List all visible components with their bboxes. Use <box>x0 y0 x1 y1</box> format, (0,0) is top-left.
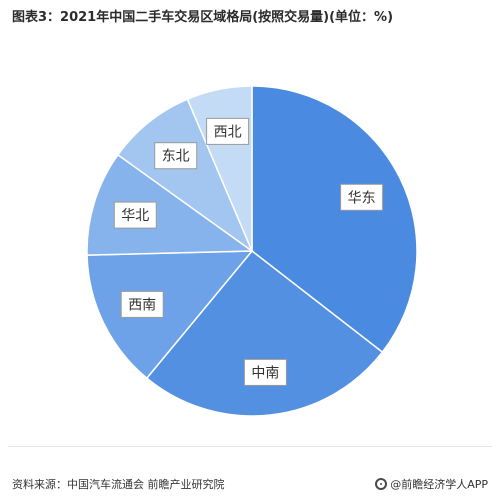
slice-label: 中南 <box>243 358 287 386</box>
slice-label-text: 华东 <box>348 190 376 206</box>
slice-label-text: 东北 <box>162 149 190 165</box>
slice-label-text: 中南 <box>251 365 279 381</box>
brand-text: @前瞻经济学人APP <box>390 478 488 491</box>
chart-title: 图表3：2021年中国二手车交易区域格局(按照交易量)(单位：%) <box>12 10 394 25</box>
slice-label-text: 西南 <box>128 297 156 313</box>
pie-slice <box>86 250 254 380</box>
pie-slice <box>86 153 255 256</box>
slice-label-text: 华北 <box>121 208 149 224</box>
footer-divider <box>8 446 492 447</box>
slice-label-box <box>340 183 384 211</box>
slice-label-box <box>243 358 287 386</box>
pie-slice <box>251 85 418 354</box>
source-note: 资料来源：中国汽车流通会 前瞻产业研究院 <box>12 478 225 491</box>
pie-slice <box>145 249 384 417</box>
slice-label-box <box>120 290 164 318</box>
slice-label: 华东 <box>340 183 384 211</box>
slice-label-box <box>154 142 198 170</box>
brand-logo-icon <box>375 478 388 490</box>
slice-label-box <box>206 117 250 145</box>
slice-label-text: 西北 <box>214 124 242 140</box>
slice-label: 西南 <box>120 290 164 318</box>
brand-credit: @前瞻经济学人APP <box>375 476 488 492</box>
slice-label: 华北 <box>113 201 157 229</box>
slice-label-box <box>113 201 157 229</box>
slice-label: 西北 <box>206 117 250 145</box>
slice-label: 东北 <box>154 142 198 170</box>
pie-slice <box>116 98 254 254</box>
